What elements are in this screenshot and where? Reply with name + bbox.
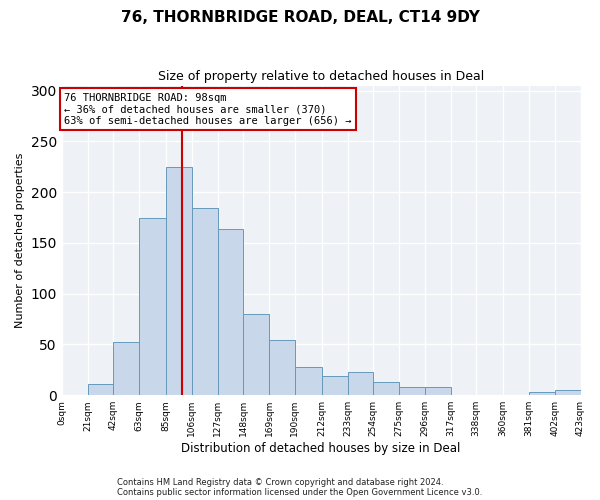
Bar (243, 314, 269, 395)
Bar (88, 384, 113, 395)
Text: 76 THORNBRIDGE ROAD: 98sqm
← 36% of detached houses are smaller (370)
63% of sem: 76 THORNBRIDGE ROAD: 98sqm ← 36% of deta… (64, 92, 352, 126)
Bar (295, 367, 322, 395)
Bar (113, 342, 139, 395)
Bar (166, 167, 192, 395)
Bar (192, 208, 218, 395)
X-axis label: Distribution of detached houses by size in Deal: Distribution of detached houses by size … (181, 442, 461, 455)
Text: 76, THORNBRIDGE ROAD, DEAL, CT14 9DY: 76, THORNBRIDGE ROAD, DEAL, CT14 9DY (121, 10, 479, 25)
Bar (529, 392, 555, 395)
Bar (322, 376, 347, 395)
Bar (139, 218, 166, 395)
Text: Contains HM Land Registry data © Crown copyright and database right 2024.
Contai: Contains HM Land Registry data © Crown c… (118, 478, 482, 497)
Bar (269, 340, 295, 395)
Bar (425, 387, 451, 395)
Bar (373, 382, 399, 395)
Bar (555, 390, 581, 395)
Y-axis label: Number of detached properties: Number of detached properties (15, 152, 25, 328)
Bar (218, 228, 243, 395)
Bar (399, 387, 425, 395)
Title: Size of property relative to detached houses in Deal: Size of property relative to detached ho… (158, 70, 484, 83)
Bar (347, 372, 373, 395)
